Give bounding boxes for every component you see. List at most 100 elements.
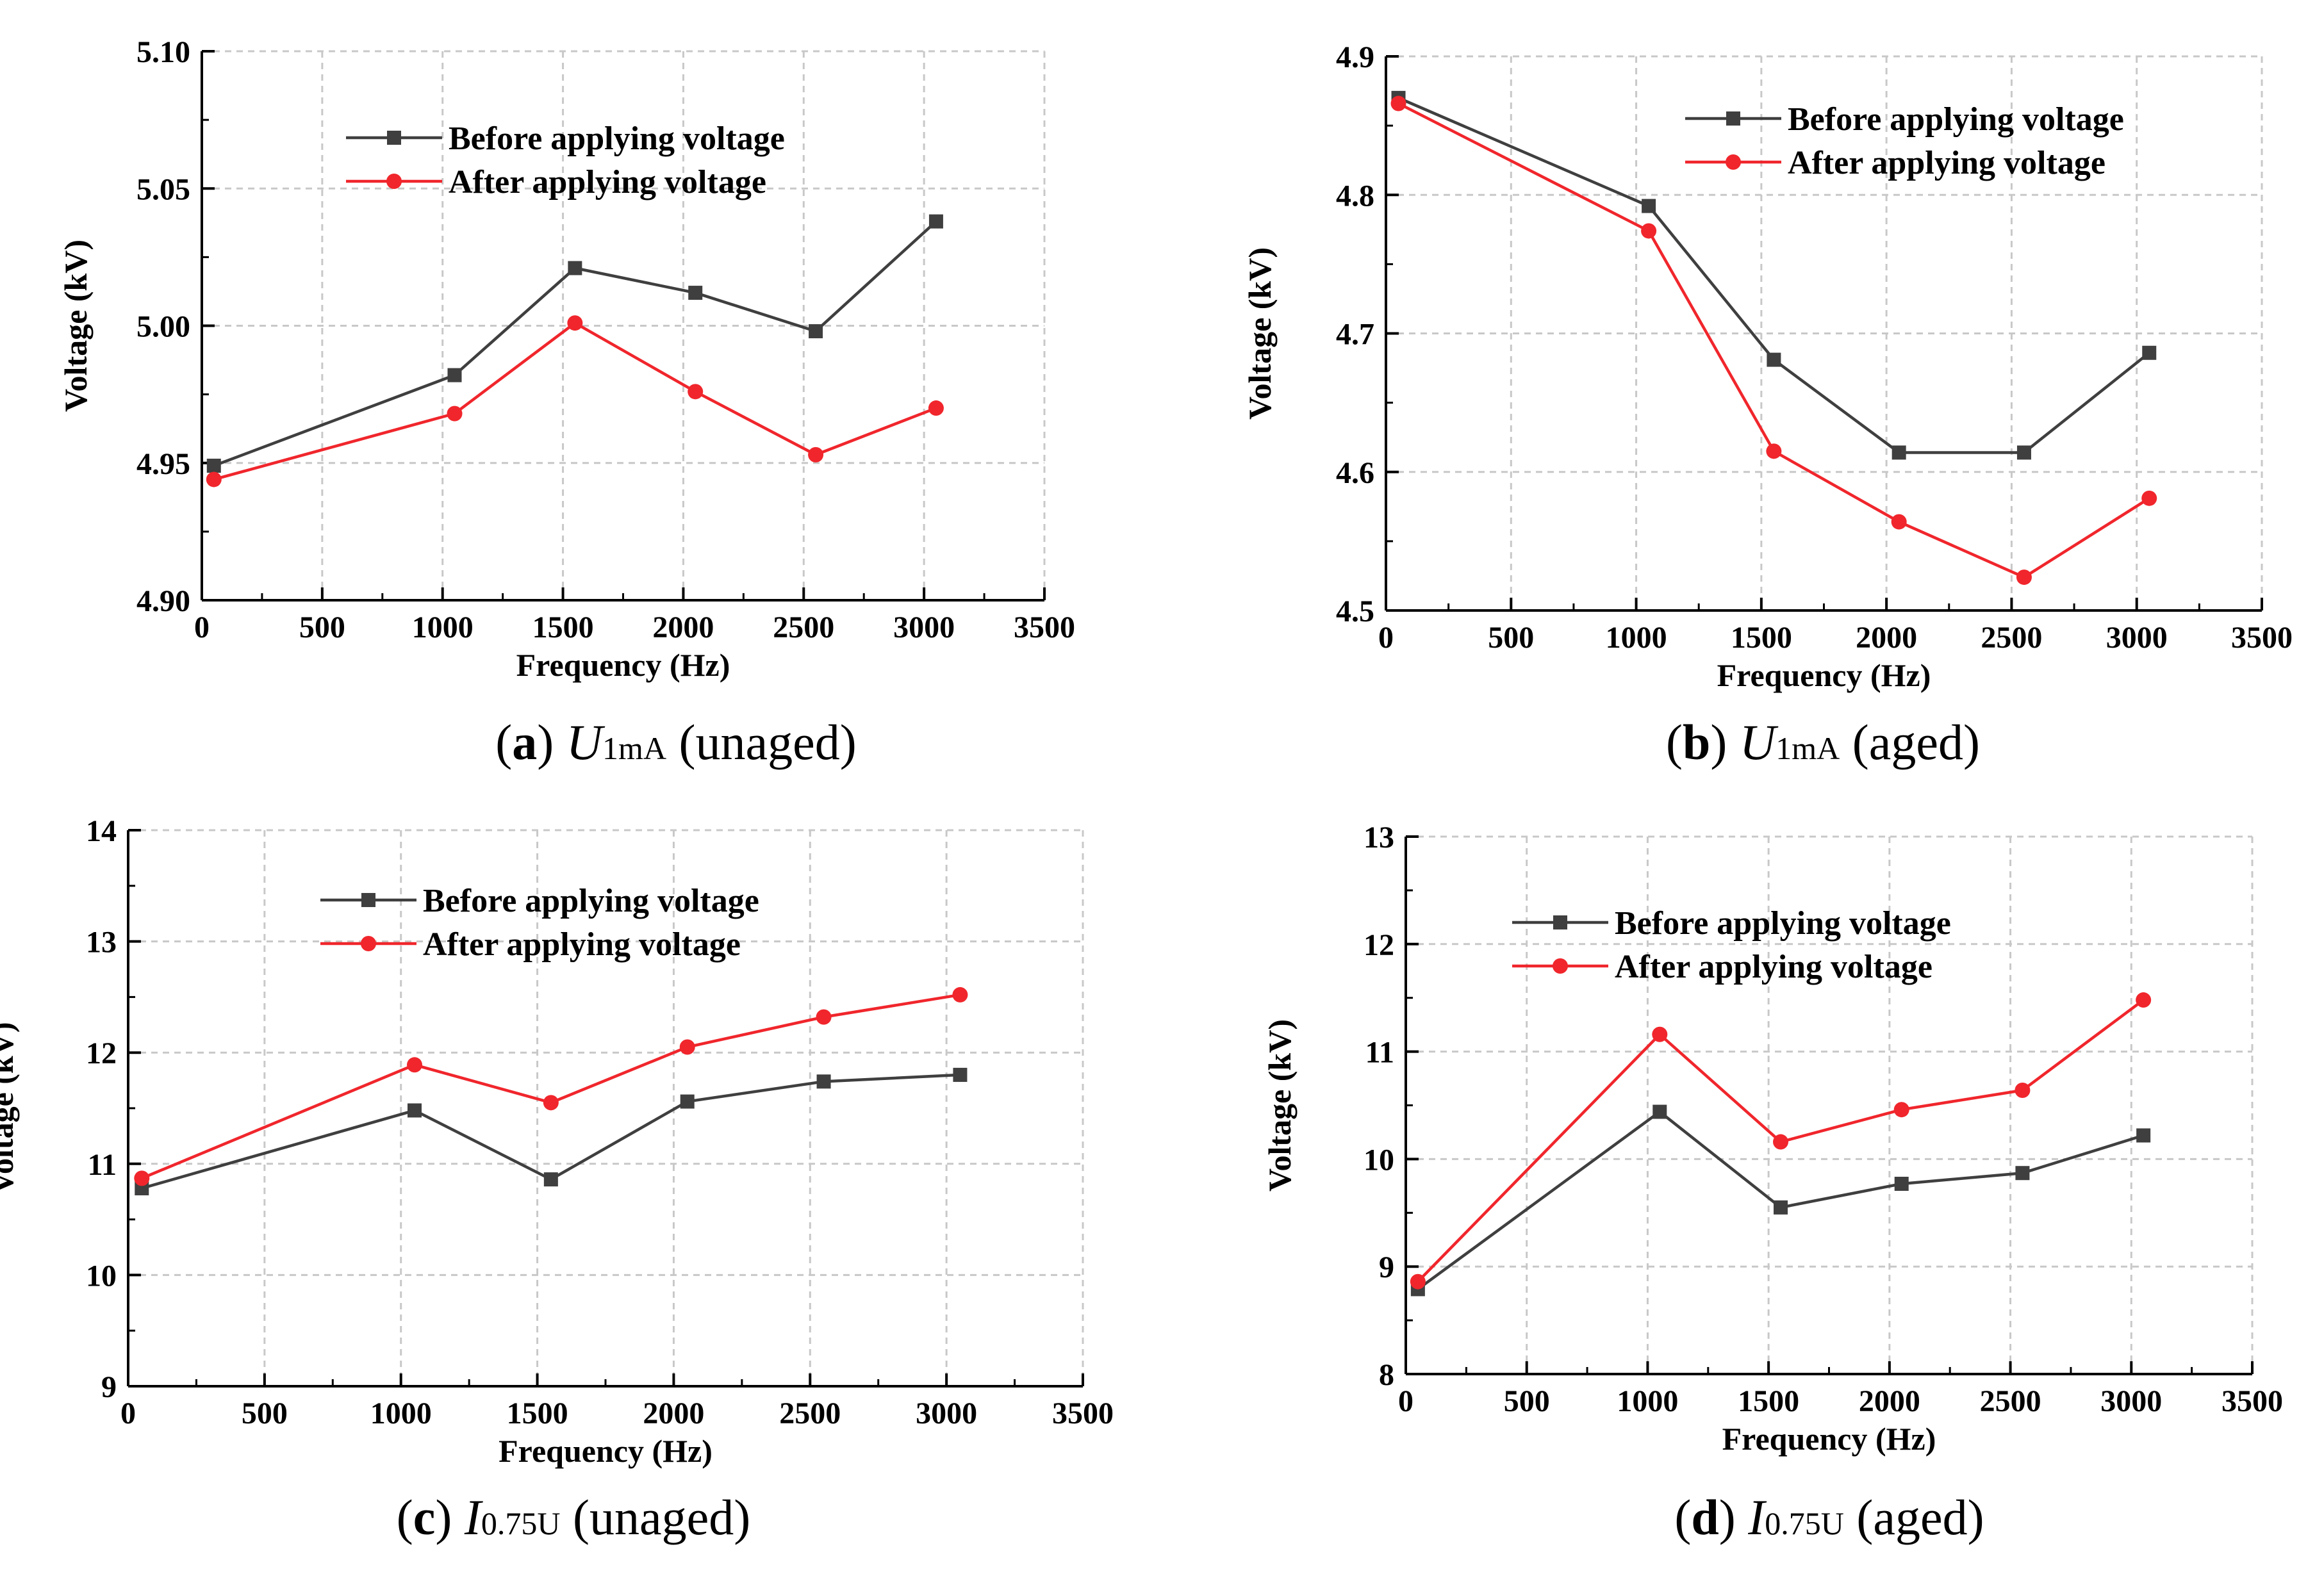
x-tick-label: 500 bbox=[299, 610, 345, 644]
y-tick-label: 4.9 bbox=[1336, 40, 1374, 74]
series-line-before bbox=[1397, 96, 2150, 454]
series-line-before bbox=[1417, 1110, 2144, 1291]
chart-panel-a: 0 500 1000 1500 2000 2500 3000 3500 4.90 4.95 5.00… bbox=[58, 35, 1075, 770]
y-tick-label: 11 bbox=[88, 1148, 117, 1182]
y-tick-label: 5.00 bbox=[136, 310, 190, 344]
x-tick-label: 1500 bbox=[532, 610, 594, 644]
x-tick-label: 0 bbox=[120, 1396, 136, 1430]
x-tick-label: 2000 bbox=[1859, 1384, 1920, 1418]
data-point-after bbox=[688, 384, 704, 400]
data-point-before bbox=[680, 1094, 695, 1109]
series-line-before bbox=[213, 220, 937, 468]
x-tick-label: 1500 bbox=[1731, 621, 1792, 655]
x-axis-title: Frequency (Hz) bbox=[499, 1433, 713, 1469]
y-tick-label: 12 bbox=[1364, 928, 1394, 962]
caption-part: ( bbox=[1674, 1489, 1691, 1545]
data-point-after bbox=[134, 1170, 150, 1186]
data-point-after bbox=[816, 1009, 832, 1025]
caption-part: 1mA bbox=[1776, 730, 1840, 766]
x-tick-label: 1000 bbox=[370, 1396, 432, 1430]
y-axis-title: Voltage (kV) bbox=[58, 240, 94, 412]
y-tick-label: 5.05 bbox=[136, 172, 190, 206]
caption-part: (aged) bbox=[1844, 1489, 1984, 1545]
y-tick-label: 13 bbox=[86, 926, 117, 960]
y-axis-title: Voltage (kV) bbox=[0, 1022, 20, 1195]
legend-marker bbox=[1553, 958, 1568, 974]
chart-panel-b: 0 500 1000 1500 2000 2500 3000 3500 4.5 4.6 4.7 4.8… bbox=[1242, 40, 2293, 770]
legend-marker bbox=[387, 131, 401, 145]
x-axis-title: Frequency (Hz) bbox=[1717, 657, 1931, 693]
data-point-before bbox=[1652, 1104, 1667, 1119]
x-tick-label: 3000 bbox=[2100, 1384, 2162, 1418]
data-point-before bbox=[2136, 1128, 2151, 1143]
chart-panel-d: 0 500 1000 1500 2000 2500 3000 3500 8 9 10 11 12 13 Fr… bbox=[1262, 821, 2283, 1545]
legend-label: Before applying voltage bbox=[449, 120, 785, 157]
y-axis-title: Voltage (kV) bbox=[1262, 1019, 1298, 1191]
x-tick-label: 2500 bbox=[1980, 1384, 2041, 1418]
legend-label: Before applying voltage bbox=[1615, 905, 1951, 942]
x-tick-label: 3500 bbox=[1014, 610, 1075, 644]
legend-label: After applying voltage bbox=[423, 926, 741, 963]
data-point-after bbox=[1893, 1102, 1909, 1118]
caption-part: 0.75U bbox=[481, 1505, 561, 1541]
caption-part: ( bbox=[397, 1489, 413, 1545]
caption-part: I bbox=[1747, 1489, 1767, 1545]
x-tick-label: 2000 bbox=[652, 610, 714, 644]
data-point-after bbox=[808, 446, 824, 463]
x-tick-label: 3500 bbox=[2221, 1384, 2283, 1418]
series-line-before bbox=[141, 1073, 960, 1190]
x-tick-label: 2500 bbox=[773, 610, 834, 644]
y-tick-label: 4.5 bbox=[1336, 594, 1374, 628]
legend-marker bbox=[1726, 111, 1740, 126]
data-point-before bbox=[408, 1103, 422, 1118]
x-tick-label: 1500 bbox=[507, 1396, 568, 1430]
x-tick-label: 500 bbox=[1504, 1384, 1550, 1418]
panel-caption: (c) I0.75U (unaged) bbox=[397, 1489, 750, 1545]
data-point-before bbox=[1642, 199, 1656, 213]
caption-part: ) bbox=[435, 1489, 464, 1545]
y-tick-label: 11 bbox=[1365, 1036, 1394, 1070]
x-axis-title: Frequency (Hz) bbox=[516, 647, 730, 683]
legend-marker bbox=[1726, 154, 1741, 170]
x-tick-label: 2500 bbox=[779, 1396, 841, 1430]
caption-part: U bbox=[566, 714, 606, 770]
series-line-after bbox=[213, 321, 937, 481]
data-point-before bbox=[1774, 1200, 1788, 1215]
x-tick-label: 3500 bbox=[1052, 1396, 1114, 1430]
chart-panel-c: 0 500 1000 1500 2000 2500 3000 3500 9 10 11 12 13 14 F… bbox=[0, 814, 1114, 1545]
caption-part: U bbox=[1740, 714, 1779, 770]
x-axis-title: Frequency (Hz) bbox=[1722, 1421, 1936, 1457]
data-point-before bbox=[688, 286, 703, 300]
data-point-after bbox=[928, 400, 944, 416]
data-point-after bbox=[679, 1039, 695, 1055]
y-tick-label: 10 bbox=[86, 1259, 117, 1293]
data-point-after bbox=[407, 1057, 422, 1073]
data-point-before bbox=[928, 214, 943, 229]
x-tick-label: 500 bbox=[242, 1396, 288, 1430]
caption-part: ( bbox=[1666, 714, 1683, 770]
data-point-after bbox=[2015, 1083, 2031, 1099]
x-tick-label: 1000 bbox=[412, 610, 474, 644]
x-tick-label: 1500 bbox=[1738, 1384, 1799, 1418]
data-point-before bbox=[206, 459, 221, 473]
data-point-after bbox=[1773, 1134, 1789, 1150]
data-point-after bbox=[2136, 992, 2152, 1008]
legend-marker bbox=[386, 174, 402, 189]
y-tick-label: 13 bbox=[1364, 821, 1394, 855]
data-point-after bbox=[1652, 1026, 1668, 1042]
data-point-after bbox=[1410, 1273, 1426, 1290]
legend-label: Before applying voltage bbox=[1788, 101, 2124, 138]
data-point-after bbox=[206, 471, 222, 487]
data-point-before bbox=[809, 324, 823, 339]
y-tick-label: 4.6 bbox=[1336, 456, 1374, 490]
caption-part: ) bbox=[1710, 714, 1739, 770]
y-tick-label: 4.90 bbox=[136, 584, 190, 618]
caption-part: 0.75U bbox=[1765, 1505, 1844, 1541]
data-point-after bbox=[952, 987, 968, 1003]
legend-marker bbox=[361, 893, 375, 907]
legend-label: Before applying voltage bbox=[423, 883, 759, 919]
data-point-after bbox=[1390, 95, 1406, 111]
y-tick-label: 4.7 bbox=[1336, 318, 1374, 352]
data-point-before bbox=[953, 1067, 968, 1082]
